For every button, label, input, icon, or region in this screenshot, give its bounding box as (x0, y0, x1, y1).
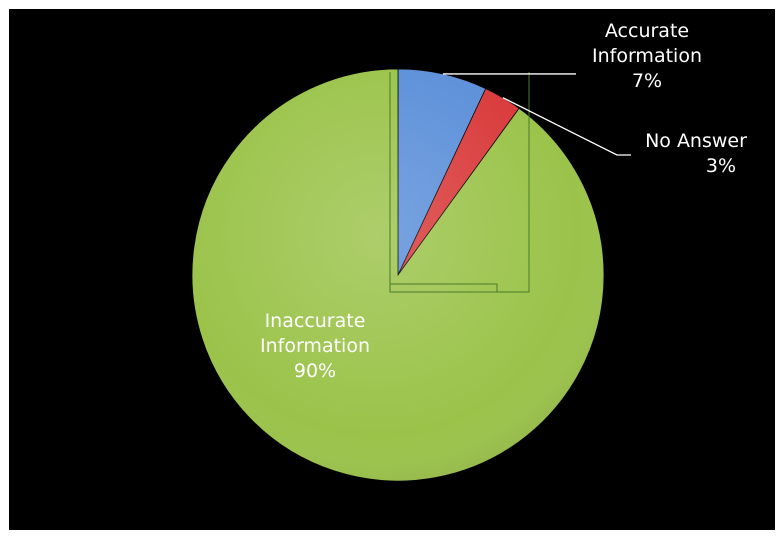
slice-label-name-line-1: Accurate (604, 20, 690, 42)
slice-label-no-answer: No Answer 3% (631, 129, 761, 179)
pie-slice-inaccurate-information (191, 68, 605, 482)
slice-label-name-line-1: Inaccurate (264, 310, 366, 332)
leader-line-no-answer (502, 97, 631, 156)
slice-label-inaccurate-information: Inaccurate Information 90% (249, 309, 381, 384)
pie-slices (191, 68, 605, 482)
selection-outline (389, 72, 530, 293)
slice-label-percent: 90% (293, 360, 337, 382)
selection-inner-line (390, 283, 498, 292)
slice-label-name-line-2: Information (260, 335, 370, 357)
slice-label-name-line-2: Information (592, 45, 702, 67)
slice-label-accurate-information: Accurate Information 7% (587, 19, 707, 94)
selection-box (389, 72, 530, 293)
chart-area: Accurate Information 7% No Answer 3% Ina… (9, 9, 775, 530)
slice-label-name: No Answer (645, 130, 747, 152)
leader-lines (442, 73, 631, 156)
slice-label-percent: 7% (631, 70, 663, 92)
slice-label-percent: 3% (705, 155, 737, 177)
